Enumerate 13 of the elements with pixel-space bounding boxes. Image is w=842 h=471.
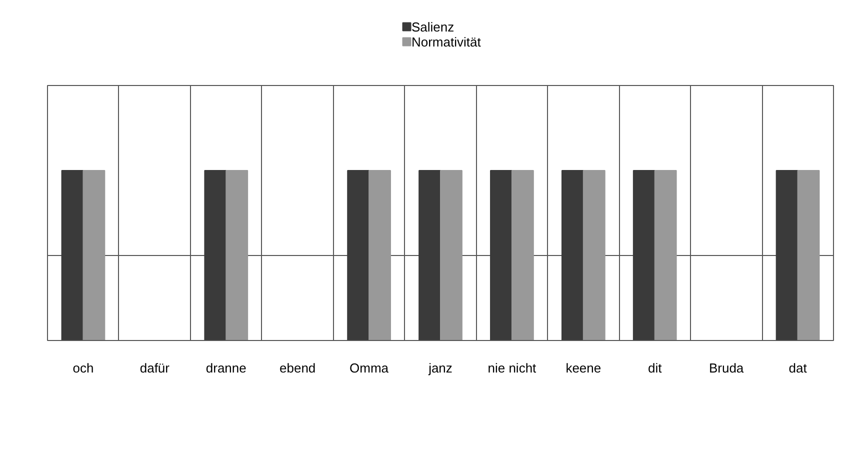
x-tick-label: nie nicht [488,360,537,376]
x-tick-label: dafür [140,360,170,376]
x-tick-label: keene [566,360,602,376]
x-tick-label: Bruda [708,360,744,376]
x-tick-label: janz [428,360,452,376]
x-tick-label: Omma [350,360,390,376]
x-tick-label: dat [788,360,808,376]
legend-label: Normativität [411,34,482,50]
x-tick-label: ebend [280,360,316,376]
x-tick-label: och [72,360,94,376]
legend-label: Salienz [411,19,454,34]
x-tick-label: dranne [206,360,246,376]
x-tick-label: dit [648,360,662,376]
